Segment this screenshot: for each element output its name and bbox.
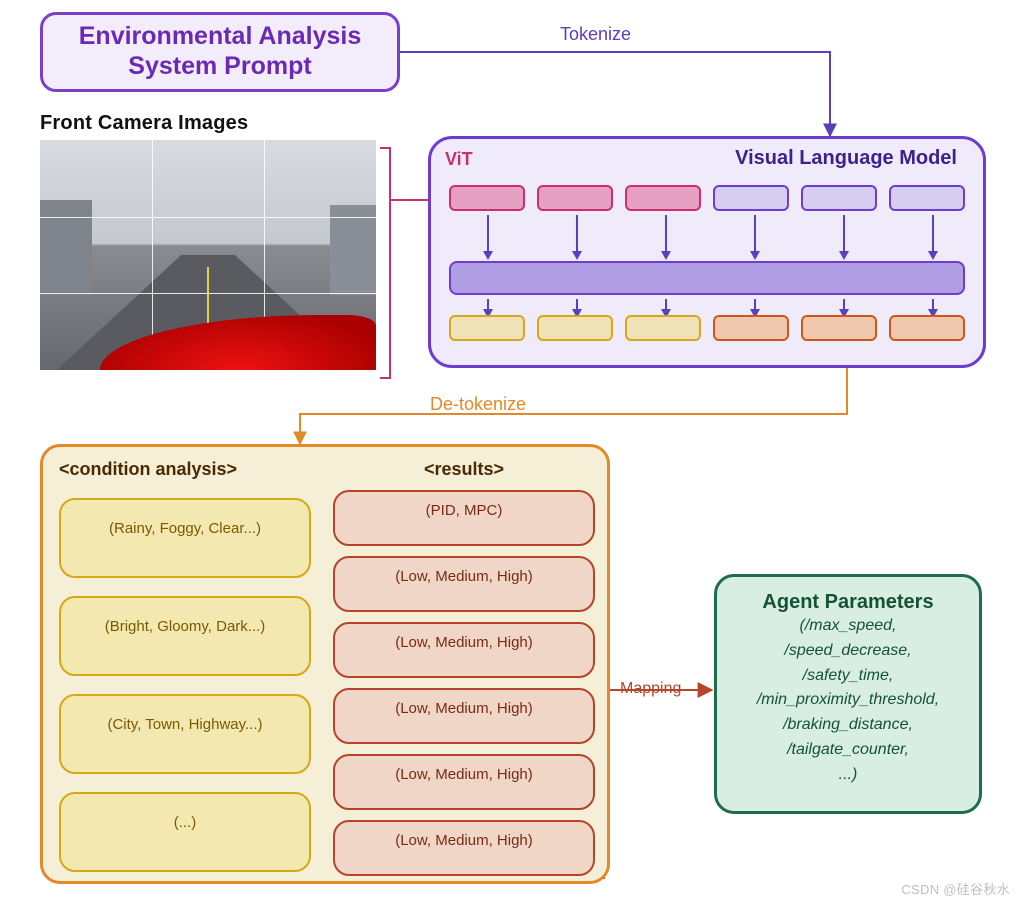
result-pill: (Low, Medium, High) (333, 688, 595, 744)
condition-pill: (City, Town, Highway...) (59, 694, 311, 774)
result-pill: (Low, Medium, High) (333, 820, 595, 876)
condition-pill: (...) (59, 792, 311, 872)
vlm-output-token (625, 315, 701, 341)
results-title: <results> (333, 459, 595, 480)
result-pill: (Low, Medium, High) (333, 556, 595, 612)
condition-pill-sub: (Rainy, Foggy, Clear...) (67, 520, 303, 537)
prompt-line2: System Prompt (43, 51, 397, 81)
arrow-down-icon (665, 299, 667, 309)
agent-parameters-box: Agent Parameters (/max_speed,/speed_decr… (714, 574, 982, 814)
result-pill-sub: (Low, Medium, High) (341, 568, 587, 585)
result-pill-sub: (Low, Medium, High) (341, 700, 587, 717)
result-pill: (Low, Medium, High) (333, 622, 595, 678)
mapping-label: Mapping (620, 680, 681, 698)
result-pill: (PID, MPC) (333, 490, 595, 546)
tokenize-label: Tokenize (560, 24, 631, 45)
agent-parameter-item: /speed_decrease, (727, 639, 969, 664)
front-camera-image (40, 140, 376, 370)
detokenize-label: De-tokenize (430, 394, 526, 415)
arrow-down-icon (754, 299, 756, 309)
vlm-output-token (889, 315, 965, 341)
prompt-line1: Environmental Analysis (43, 21, 397, 51)
agent-parameter-item: /tailgate_counter, (727, 738, 969, 763)
agent-parameter-item: /braking_distance, (727, 713, 969, 738)
result-pill-sub: (Low, Medium, High) (341, 766, 587, 783)
camera-label: Front Camera Images (40, 112, 248, 135)
system-prompt-box: Environmental Analysis System Prompt (40, 12, 400, 92)
vlm-output-token (537, 315, 613, 341)
arrow-down-icon (843, 299, 845, 309)
arrow-down-icon (487, 299, 489, 309)
condition-analysis-column: <condition analysis> (Rainy, Foggy, Clea… (59, 459, 311, 872)
agent-parameters-title: Agent Parameters (727, 591, 969, 614)
agent-parameter-item: (/max_speed, (727, 614, 969, 639)
condition-pill-sub: (City, Town, Highway...) (67, 716, 303, 733)
result-pill: (Low, Medium, High) (333, 754, 595, 810)
result-pill-sub: (PID, MPC) (341, 502, 587, 519)
vlm-output-tokens (449, 315, 965, 341)
result-pill-sub: (Low, Medium, High) (341, 832, 587, 849)
result-pill-sub: (Low, Medium, High) (341, 634, 587, 651)
condition-pill-sub: (Bright, Gloomy, Dark...) (67, 618, 303, 635)
vlm-output-token (801, 315, 877, 341)
arrow-down-icon (932, 299, 934, 309)
analysis-box: <condition analysis> (Rainy, Foggy, Clea… (40, 444, 610, 884)
condition-pill: (Bright, Gloomy, Dark...) (59, 596, 311, 676)
watermark: CSDN @硅谷秋水 (901, 879, 1010, 898)
vlm-output-token (449, 315, 525, 341)
condition-analysis-title: <condition analysis> (59, 459, 311, 480)
agent-parameter-item: ...) (727, 763, 969, 788)
vlm-output-token (713, 315, 789, 341)
agent-parameter-item: /min_proximity_threshold, (727, 688, 969, 713)
condition-pill-sub: (...) (67, 814, 303, 831)
arrow-down-icon (576, 299, 578, 309)
vlm-box: ViT Visual Language Model (428, 136, 986, 368)
condition-pill: (Rainy, Foggy, Clear...) (59, 498, 311, 578)
agent-parameter-item: /safety_time, (727, 664, 969, 689)
results-column: <results> (PID, MPC) (Low, Medium, High) (… (333, 459, 595, 876)
